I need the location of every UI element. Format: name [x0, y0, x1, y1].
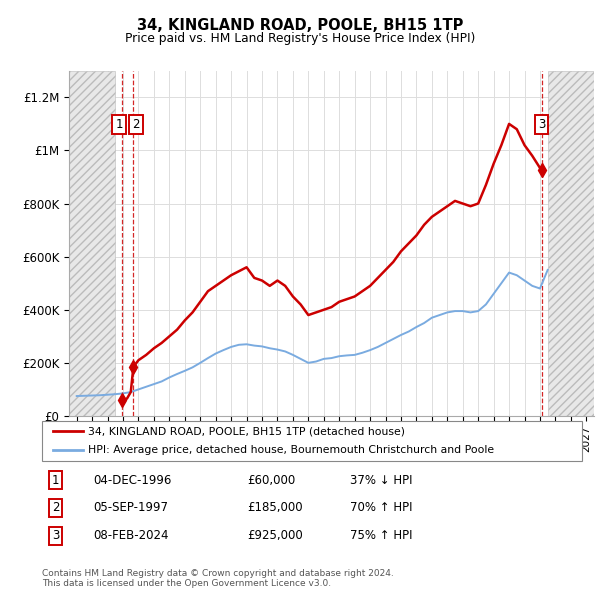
Text: 34, KINGLAND ROAD, POOLE, BH15 1TP (detached house): 34, KINGLAND ROAD, POOLE, BH15 1TP (deta…: [88, 427, 405, 436]
Text: Price paid vs. HM Land Registry's House Price Index (HPI): Price paid vs. HM Land Registry's House …: [125, 32, 475, 45]
Text: 37% ↓ HPI: 37% ↓ HPI: [350, 474, 412, 487]
Text: HPI: Average price, detached house, Bournemouth Christchurch and Poole: HPI: Average price, detached house, Bour…: [88, 445, 494, 455]
Text: 1: 1: [52, 474, 59, 487]
Text: £185,000: £185,000: [247, 502, 303, 514]
Text: 3: 3: [538, 118, 545, 131]
Text: £60,000: £60,000: [247, 474, 295, 487]
Text: £925,000: £925,000: [247, 529, 303, 542]
Text: Contains HM Land Registry data © Crown copyright and database right 2024.
This d: Contains HM Land Registry data © Crown c…: [42, 569, 394, 588]
Text: 04-DEC-1996: 04-DEC-1996: [94, 474, 172, 487]
Text: 34, KINGLAND ROAD, POOLE, BH15 1TP: 34, KINGLAND ROAD, POOLE, BH15 1TP: [137, 18, 463, 32]
Bar: [69, 71, 115, 416]
Text: 75% ↑ HPI: 75% ↑ HPI: [350, 529, 412, 542]
Text: 2: 2: [52, 502, 59, 514]
Text: 08-FEB-2024: 08-FEB-2024: [94, 529, 169, 542]
Text: 1: 1: [115, 118, 123, 131]
FancyBboxPatch shape: [42, 421, 582, 461]
Bar: [548, 71, 594, 416]
Text: 3: 3: [52, 529, 59, 542]
Text: 2: 2: [133, 118, 140, 131]
Text: 05-SEP-1997: 05-SEP-1997: [94, 502, 168, 514]
Text: 70% ↑ HPI: 70% ↑ HPI: [350, 502, 412, 514]
